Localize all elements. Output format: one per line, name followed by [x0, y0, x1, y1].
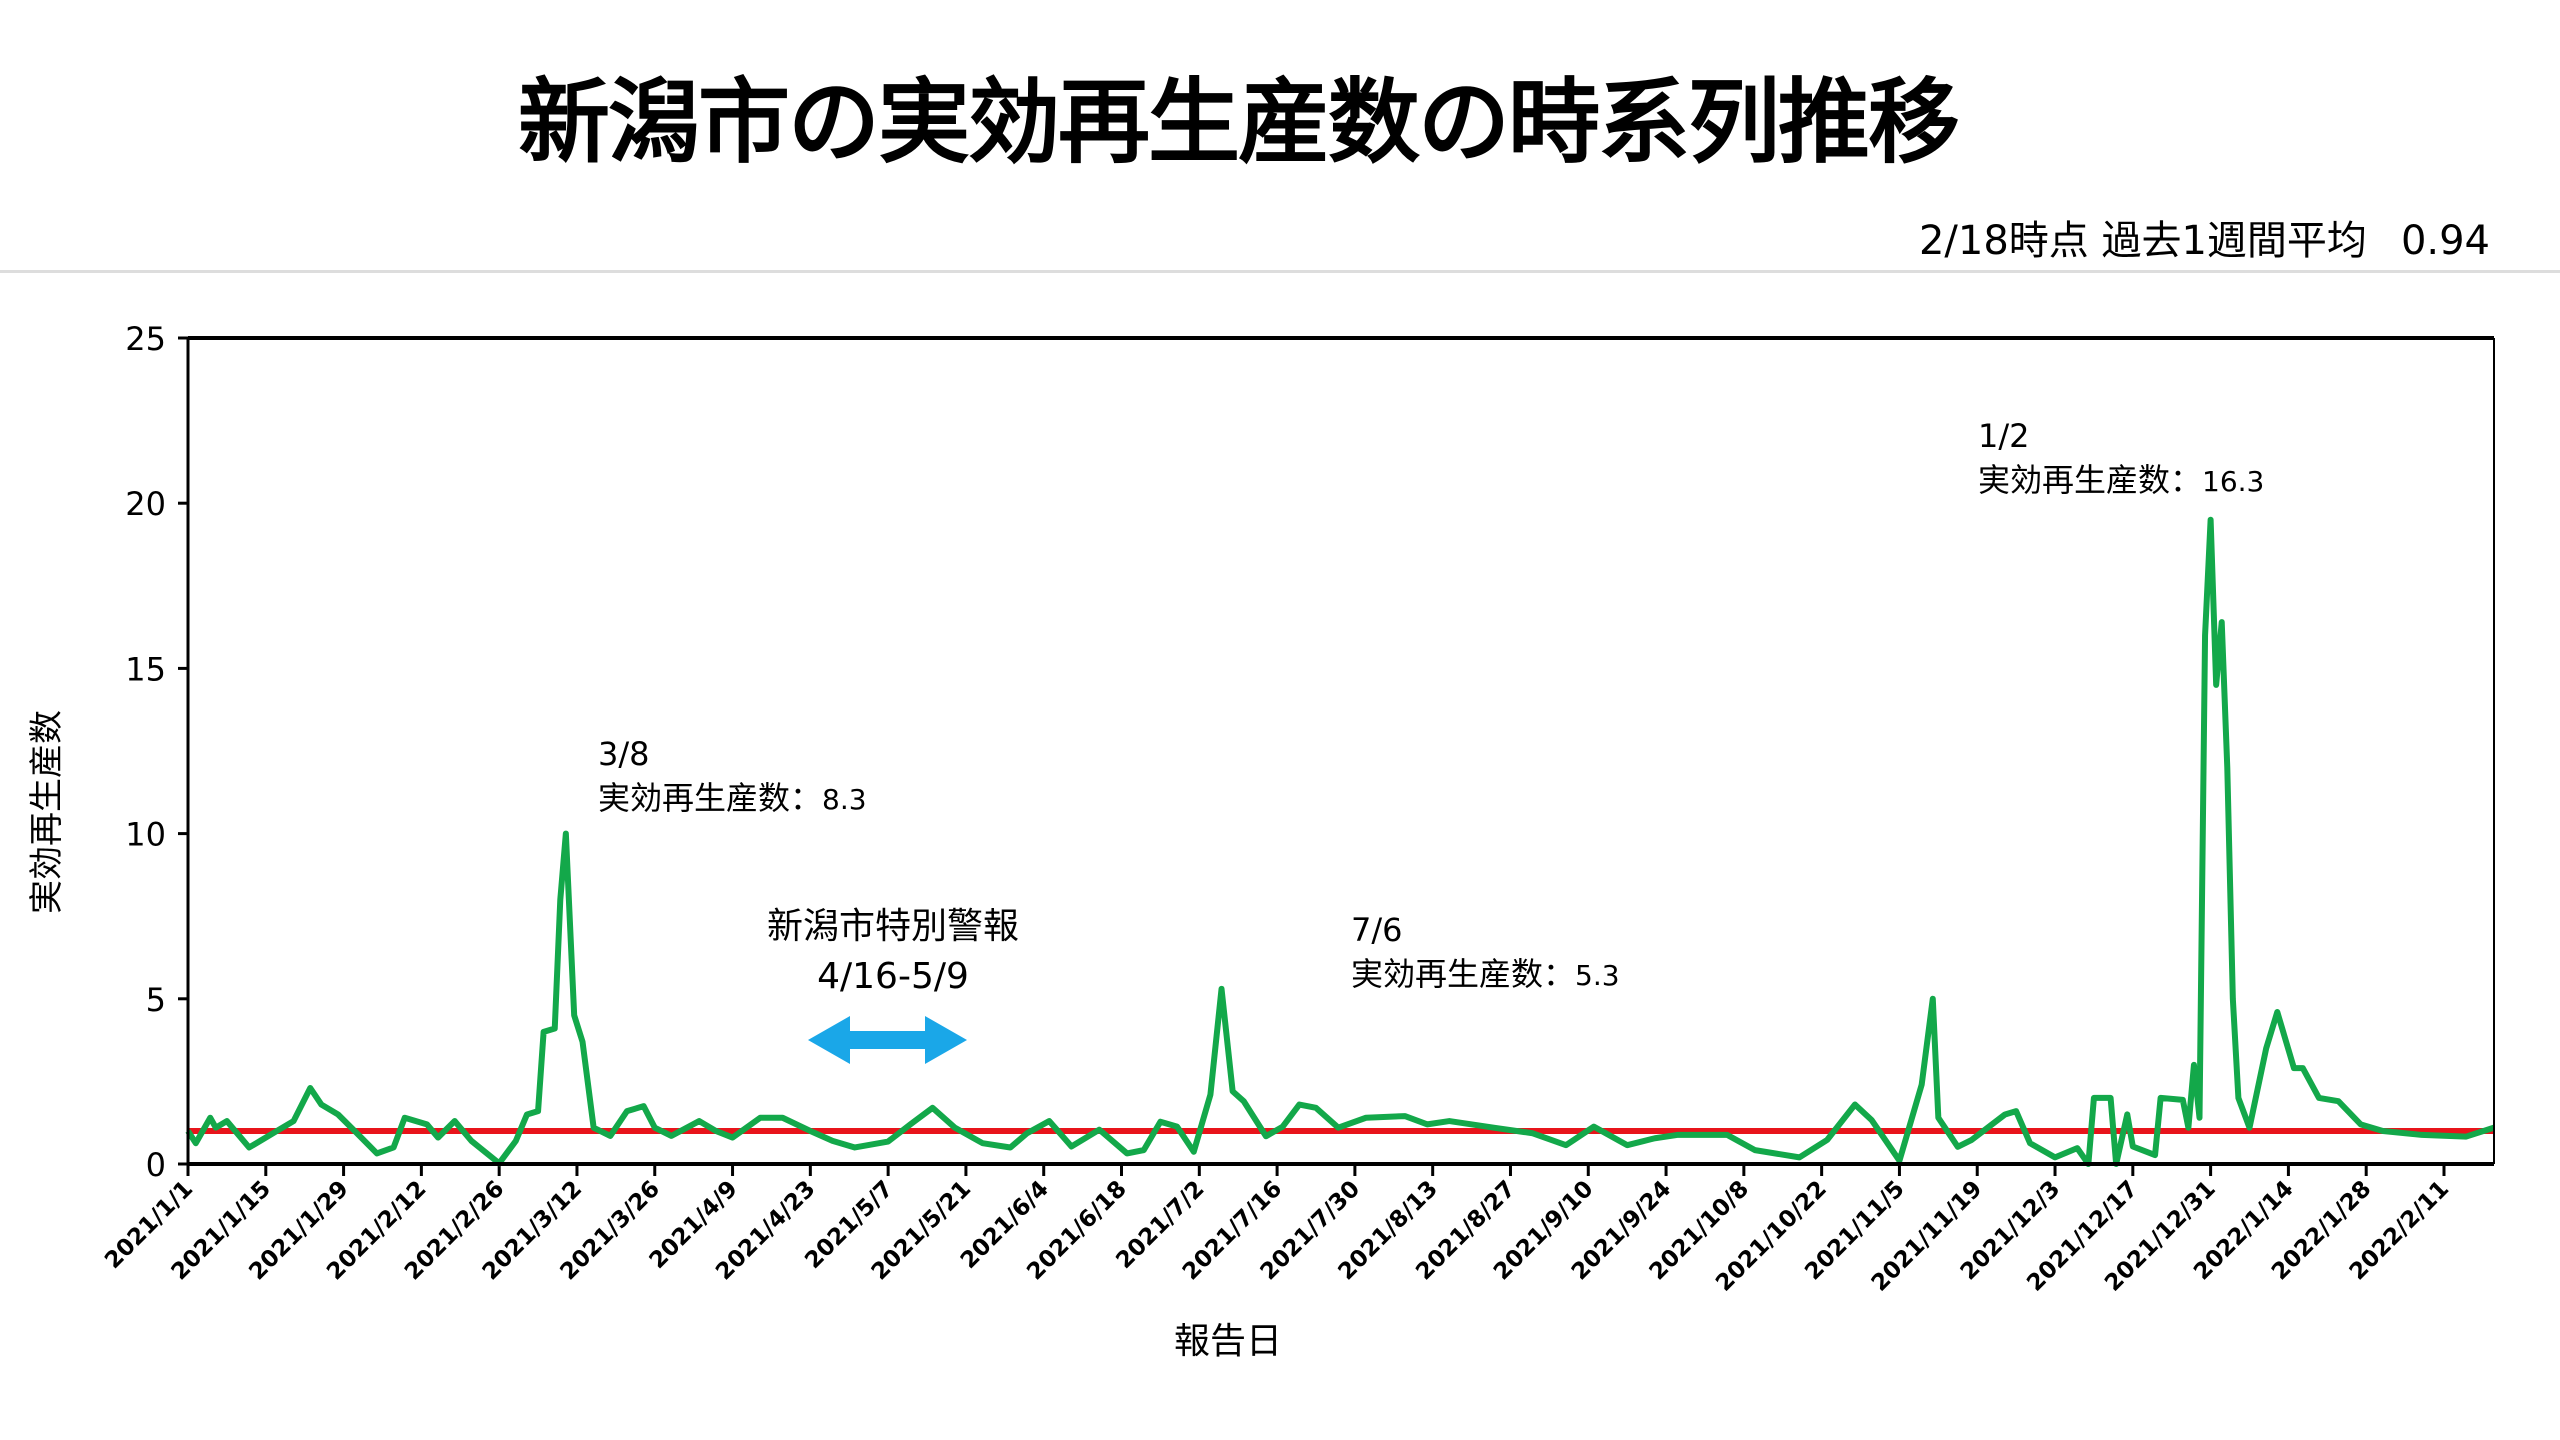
y-axis-label: 実効再生産数	[27, 710, 67, 914]
annotation-value: 5.3	[1575, 959, 1620, 992]
annotation-peak-7-6: 7/6 実効再生産数：5.3	[1351, 908, 1620, 998]
weekly-average-note: 2/18時点 過去1週間平均 0.94	[1919, 208, 2490, 266]
annotation-date: 1/2	[1978, 417, 2030, 455]
y-tick-label: 0	[146, 1146, 166, 1184]
annotation-peak-1-2: 1/2 実効再生産数：16.3	[1978, 414, 2264, 504]
special-warning-title: 新潟市特別警報	[766, 906, 1019, 947]
annotation-date: 3/8	[598, 735, 650, 773]
special-warning-period: 4/16-5/9	[817, 956, 969, 997]
weekly-average-value: 0.94	[2400, 218, 2490, 264]
y-tick-label: 15	[125, 650, 166, 688]
page-title: 新潟市の実効再生産数の時系列推移	[517, 69, 1960, 176]
annotation-peak-3-8: 3/8 実効再生産数：8.3	[598, 732, 867, 822]
y-tick-label: 25	[125, 320, 166, 358]
special-warning-note: 新潟市特別警報 4/16-5/9	[733, 902, 1053, 1002]
annotation-label: 実効再生産数：	[598, 779, 823, 817]
annotation-label: 実効再生産数：	[1351, 955, 1576, 993]
annotation-label: 実効再生産数：	[1978, 461, 2203, 499]
x-axis-label: 報告日	[1174, 1321, 1282, 1362]
y-tick-label: 20	[125, 485, 166, 523]
weekly-average-label: 2/18時点 過去1週間平均	[1918, 218, 2367, 264]
annotation-date: 7/6	[1351, 911, 1403, 949]
annotation-value: 16.3	[2202, 465, 2265, 498]
y-tick-label: 10	[125, 816, 166, 854]
warning-period-arrow	[808, 1016, 967, 1064]
divider	[0, 270, 2560, 273]
annotation-value: 8.3	[822, 783, 867, 816]
y-tick-label: 5	[146, 981, 166, 1019]
series-line-rt	[185, 516, 2495, 1167]
